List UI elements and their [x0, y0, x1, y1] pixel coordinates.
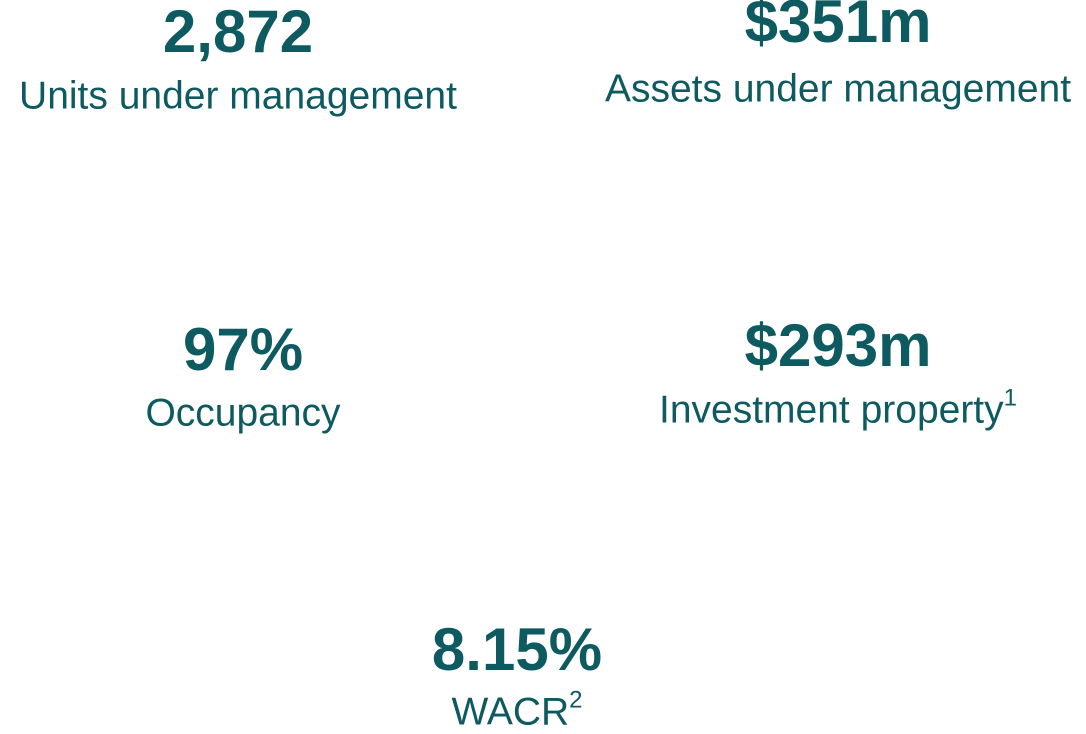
stat-value: 97% — [182, 316, 304, 383]
stat-label: WACR2 — [451, 688, 582, 734]
stat-label-text: WACR — [451, 690, 570, 734]
footnote-ref: 2 — [569, 686, 583, 714]
stat-value: 2,872 — [162, 0, 314, 65]
stat-value: $351m — [744, 0, 932, 55]
stat-label: Assets under management — [605, 70, 1071, 109]
stat-value: 8.15% — [431, 616, 603, 683]
stat-label: Investment property1 — [658, 386, 1017, 432]
footnote-ref: 1 — [1003, 384, 1018, 412]
stat-label-text: Occupancy — [145, 391, 341, 435]
stat-label: Occupancy — [145, 394, 340, 433]
stat-label: Units under management — [19, 77, 457, 116]
stat-label-text: Investment property — [658, 388, 1004, 432]
stat-label-text: Units under management — [19, 74, 457, 118]
stat-label-text: Assets under management — [604, 67, 1072, 111]
stat-value: $293m — [744, 312, 932, 379]
